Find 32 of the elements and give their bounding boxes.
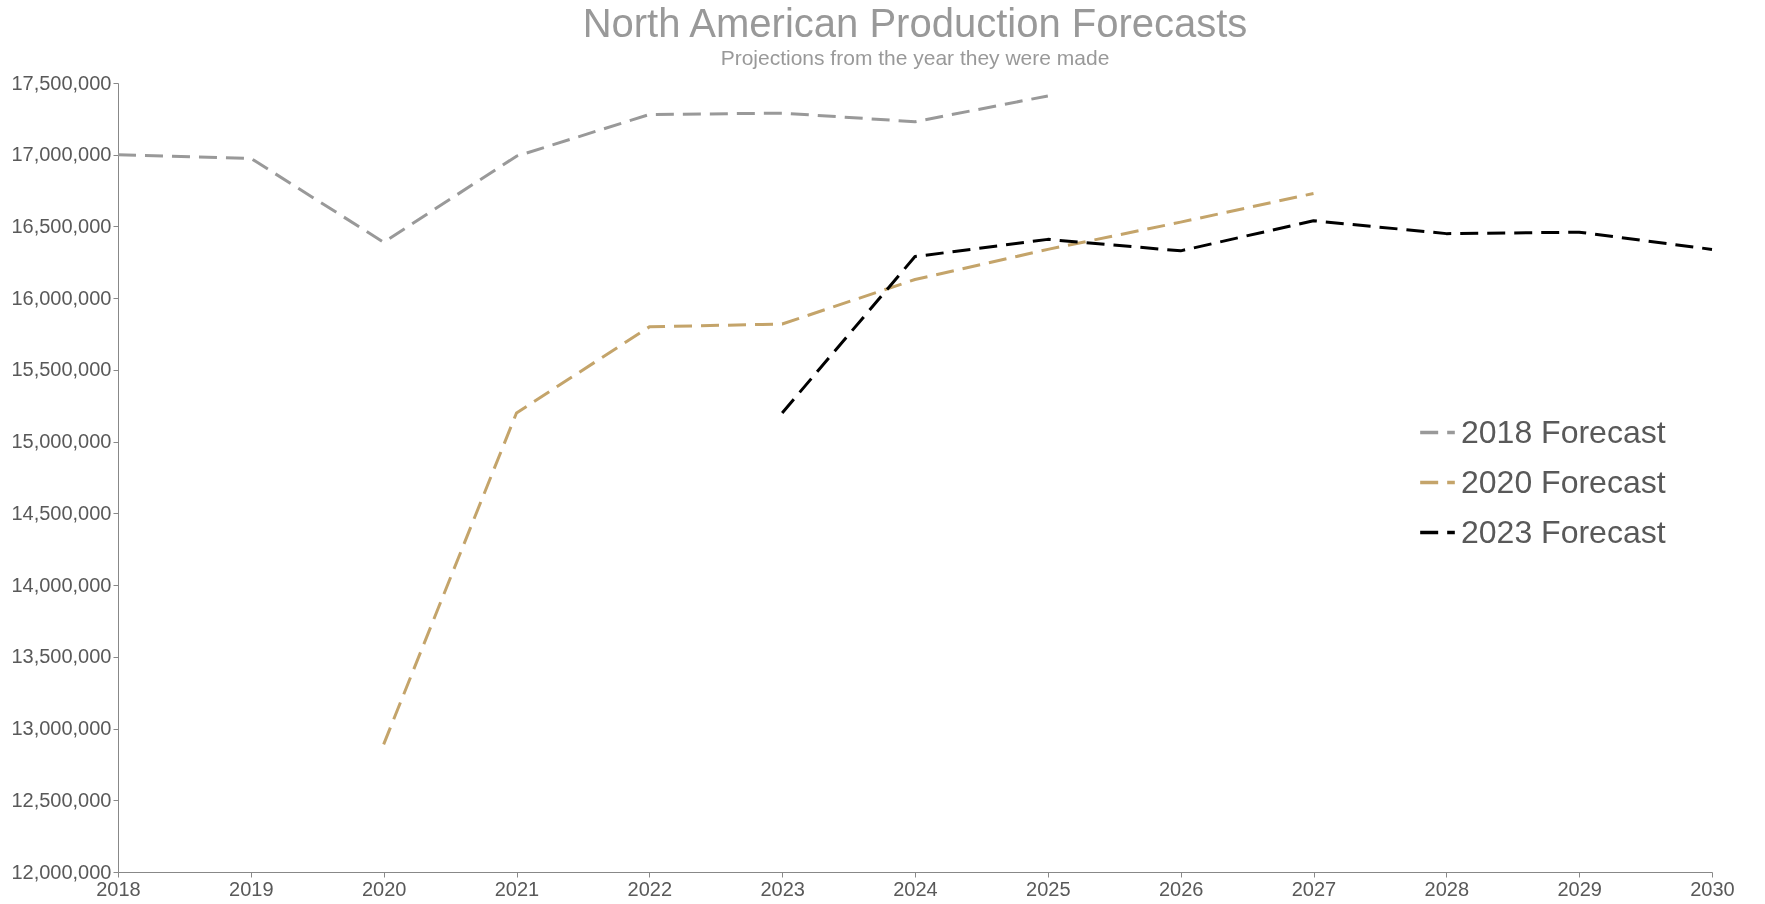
y-tick-label: 15,000,000	[11, 430, 112, 453]
legend-label: 2023 Forecast	[1461, 513, 1666, 550]
line-series	[116, 94, 1050, 244]
x-tick-label: 2029	[1557, 877, 1602, 900]
legend-label: 2020 Forecast	[1461, 463, 1666, 500]
y-tick-label: 14,000,000	[11, 573, 112, 596]
x-tick-label: 2022	[627, 877, 673, 900]
y-tick-label: 16,000,000	[11, 286, 112, 309]
x-tick-label: 2027	[1291, 877, 1337, 900]
x-tick-label: 2025	[1026, 877, 1071, 900]
line-series	[382, 191, 1315, 746]
x-tick-label: 2020	[361, 877, 407, 900]
x-tick-label: 2023	[760, 877, 805, 900]
y-tick-label: 17,000,000	[11, 143, 112, 166]
y-tick-label: 13,500,000	[11, 645, 112, 668]
chart-subtitle: Projections from the year they were made	[720, 46, 1110, 69]
y-tick-label: 16,500,000	[11, 214, 112, 237]
y-tick-label: 12,500,000	[11, 788, 112, 811]
x-tick-label: 2028	[1424, 877, 1470, 900]
y-tick-label: 15,500,000	[11, 358, 112, 381]
x-tick-label: 2030	[1690, 877, 1735, 900]
legend-label: 2018 Forecast	[1461, 413, 1666, 450]
line-series	[780, 219, 1714, 415]
y-tick-label: 14,500,000	[11, 501, 112, 524]
x-tick-label: 2026	[1158, 877, 1204, 900]
y-tick-label: 13,000,000	[11, 717, 112, 740]
x-tick-label: 2024	[893, 877, 938, 900]
y-tick-label: 12,000,000	[11, 860, 112, 883]
x-tick-label: 2021	[494, 877, 540, 900]
y-tick-label: 17,500,000	[11, 71, 112, 94]
chart-title: North American Production Forecasts	[582, 1, 1248, 45]
x-tick-label: 2019	[229, 877, 274, 900]
